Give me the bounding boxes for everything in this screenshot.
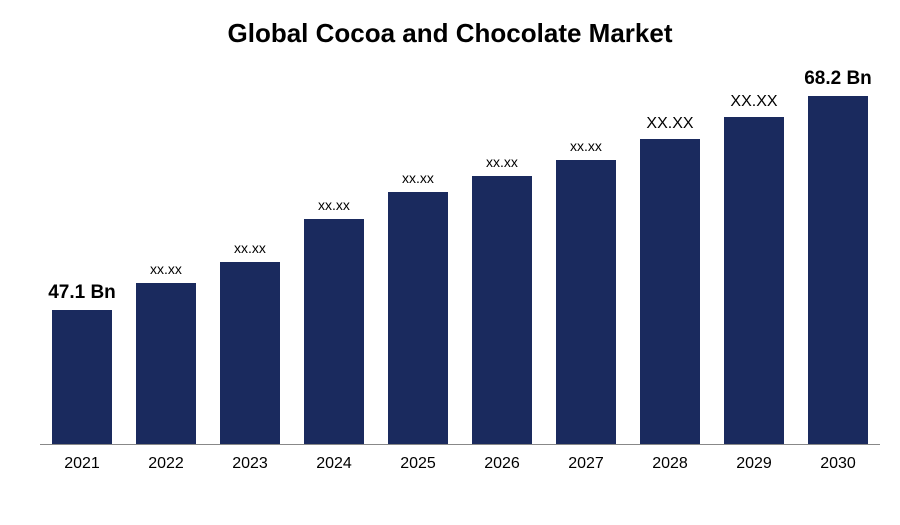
bar-group: xx.xx	[304, 219, 364, 444]
x-axis-label: 2030	[820, 455, 856, 473]
bar-group: xx.xx	[136, 283, 196, 444]
x-axis-label: 2024	[316, 455, 352, 473]
bar	[220, 262, 280, 444]
bar-group: xx.xx	[220, 262, 280, 444]
x-axis-label: 2027	[568, 455, 604, 473]
bar	[136, 283, 196, 444]
bar	[388, 192, 448, 444]
bar-group: XX.XX	[724, 117, 784, 444]
x-axis-label: 2028	[652, 455, 688, 473]
x-axis-label: 2021	[64, 455, 100, 473]
bar	[640, 139, 700, 444]
bar-value-label: 68.2 Bn	[768, 68, 900, 90]
bar-value-label: xx.xx	[180, 240, 320, 256]
bar-group: 47.1 Bn	[52, 310, 112, 444]
x-axis-labels: 2021 2022 2023 2024 2025 2026 2027 2028 2029 2030	[40, 451, 880, 475]
bar-value-label: 47.1 Bn	[12, 282, 152, 304]
chart-area: 47.1 Bnxx.xxxx.xxxx.xxxx.xxxx.xxxx.xxXX.…	[40, 70, 880, 475]
bar-group: xx.xx	[472, 176, 532, 444]
x-axis-label: 2023	[232, 455, 268, 473]
chart-title: Global Cocoa and Chocolate Market	[0, 0, 900, 49]
bar-value-label: xx.xx	[96, 261, 236, 277]
x-axis-label: 2029	[736, 455, 772, 473]
bar-group: xx.xx	[556, 160, 616, 444]
bar-value-label: xx.xx	[348, 170, 488, 186]
bar-value-label: xx.xx	[516, 138, 656, 154]
bar	[808, 96, 868, 444]
bar	[724, 117, 784, 444]
bar-group: 68.2 Bn	[808, 96, 868, 444]
bar-value-label: xx.xx	[432, 154, 572, 170]
plot-region: 47.1 Bnxx.xxxx.xxxx.xxxx.xxxx.xxxx.xxXX.…	[40, 70, 880, 445]
bar-group: xx.xx	[388, 192, 448, 444]
bar-value-label: XX.XX	[684, 93, 824, 111]
x-axis-label: 2026	[484, 455, 520, 473]
bar-value-label: xx.xx	[264, 197, 404, 213]
bar	[52, 310, 112, 444]
bar	[304, 219, 364, 444]
bar	[472, 176, 532, 444]
bar	[556, 160, 616, 444]
x-axis-label: 2025	[400, 455, 436, 473]
bar-group: XX.XX	[640, 139, 700, 444]
bar-value-label: XX.XX	[600, 115, 740, 133]
x-axis-label: 2022	[148, 455, 184, 473]
